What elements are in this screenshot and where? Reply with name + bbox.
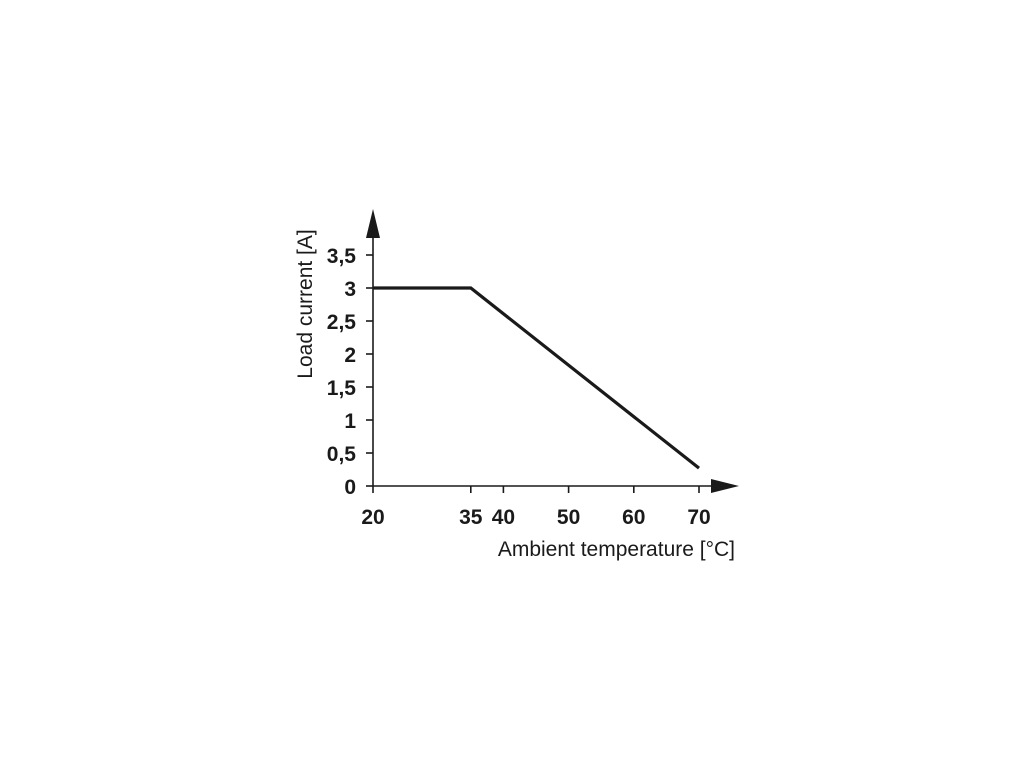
- x-tick-label: 20: [361, 506, 384, 529]
- x-tick-label: 35: [459, 506, 483, 529]
- derating-curve: [373, 286, 700, 470]
- x-tick-label: 50: [557, 506, 580, 529]
- y-tick-label: 2,5: [327, 311, 357, 334]
- y-tick-label: 1: [344, 410, 356, 433]
- y-tick-label: 3: [344, 278, 356, 301]
- x-tick-label: 40: [492, 506, 515, 529]
- series: [373, 286, 700, 470]
- x-axis-arrow: [711, 479, 739, 493]
- y-tick-label: 0,5: [327, 443, 357, 466]
- axes: [366, 209, 739, 493]
- x-axis-title: Ambient temperature [°C]: [498, 538, 735, 561]
- y-tick-label: 0: [344, 476, 356, 499]
- y-tick-label: 2: [344, 344, 356, 367]
- y-tick-label: 3,5: [327, 245, 357, 268]
- x-tick-label: 60: [622, 506, 645, 529]
- y-axis-title: Load current [A]: [294, 229, 317, 378]
- x-tick-label: 70: [687, 506, 710, 529]
- y-tick-label: 1,5: [327, 377, 357, 400]
- ticks: 0 0,5 1 1,5 2 2,5 3 3,5 20 35 40 50 60 70: [327, 245, 711, 529]
- y-axis-arrow: [366, 209, 380, 238]
